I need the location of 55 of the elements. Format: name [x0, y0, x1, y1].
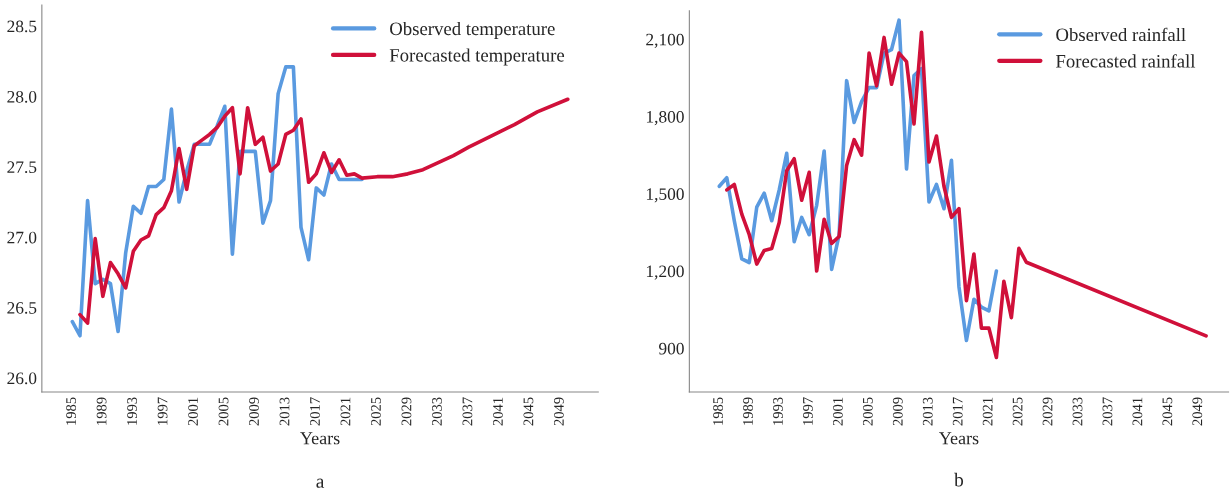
legend-label: Observed rainfall — [1056, 27, 1186, 42]
y-tick-label: 1,200 — [646, 265, 684, 280]
y-tick-label: 26.5 — [7, 302, 37, 314]
x-axis-title: Years — [939, 432, 979, 445]
text: b — [954, 472, 964, 487]
x-tick-label: 2045 — [1162, 397, 1173, 426]
x-tick-label: 2005 — [218, 397, 229, 426]
x-axis-title: Years — [300, 432, 340, 445]
x-tick-label: 2013 — [922, 397, 933, 426]
x-tick-label: 1997 — [803, 397, 813, 425]
x-tick-label: 2045 — [523, 397, 534, 426]
y-tick-label: 27.5 — [7, 161, 37, 174]
x-tick-label: 1993 — [127, 397, 137, 425]
x-tick-label: 2029 — [1042, 397, 1053, 426]
x-tick-label: 2001 — [832, 397, 843, 426]
x-tick-label: 2005 — [862, 397, 873, 426]
x-tick-label: 2001 — [188, 397, 198, 426]
legend-label: Forecasted rainfall — [1055, 54, 1196, 68]
line-series — [70, 65, 364, 338]
y-tick-label: 28.0 — [7, 90, 37, 103]
x-tick-label: 2021 — [982, 397, 993, 426]
text: a — [316, 478, 325, 488]
x-tick-label: 2009 — [249, 397, 259, 426]
legend-label: Forecasted temperature — [389, 48, 565, 66]
x-tick-label: 2013 — [279, 397, 290, 426]
x-tick-label: 2037 — [462, 397, 473, 426]
x-tick-label: 1997 — [157, 397, 168, 425]
x-tick-label: 2009 — [892, 397, 903, 426]
line-series — [78, 97, 570, 325]
x-tick-label: 2033 — [1072, 397, 1083, 426]
x-tick-label: 1985 — [66, 397, 76, 425]
x-tick-label: 2037 — [1102, 397, 1113, 426]
x-tick-label: 2041 — [492, 397, 503, 426]
x-tick-label: 1989 — [96, 397, 107, 425]
y-tick-label: 26.0 — [7, 372, 37, 385]
x-tick-label: 2021 — [340, 397, 351, 426]
x-tick-label: 2017 — [310, 397, 320, 426]
x-tick-label: 2029 — [401, 397, 412, 426]
x-tick-label: 2041 — [1132, 397, 1143, 426]
x-tick-label: 1989 — [743, 397, 753, 425]
y-tick-label: 1,500 — [646, 188, 684, 203]
x-tick-label: 2049 — [553, 397, 564, 426]
y-tick-label: 28.5 — [7, 20, 37, 33]
y-tick-label: 900 — [659, 342, 684, 355]
y-tick-label: 1,800 — [646, 110, 684, 126]
x-tick-label: 1993 — [773, 397, 783, 425]
x-tick-label: 2033 — [432, 397, 442, 426]
y-tick-label: 2,100 — [646, 33, 684, 48]
x-tick-label: 1985 — [713, 397, 723, 425]
legend-label: Observed temperature — [390, 21, 555, 39]
x-tick-label: 2017 — [952, 397, 963, 426]
x-tick-label: 2049 — [1192, 397, 1203, 426]
x-tick-label: 2025 — [1012, 397, 1023, 426]
y-tick-label: 27.0 — [7, 231, 37, 244]
x-tick-label: 2025 — [371, 397, 381, 426]
